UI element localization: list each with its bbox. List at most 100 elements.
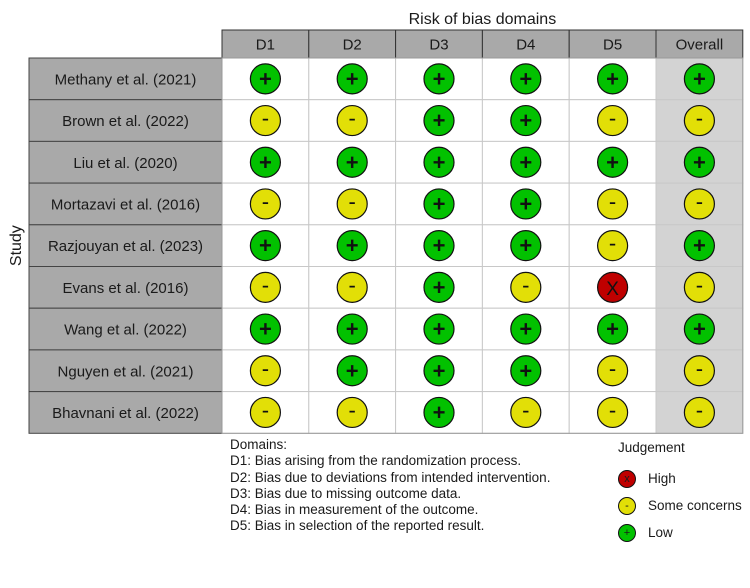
judgement-symbol: + xyxy=(346,66,359,91)
judgement-low-icon xyxy=(596,313,629,345)
judgement-some-icon xyxy=(510,271,542,303)
judgement-low-icon xyxy=(249,63,281,95)
judgement-symbol: + xyxy=(433,358,446,383)
column-header-d4: D4 xyxy=(516,37,535,54)
judgement-symbol: + xyxy=(693,317,706,342)
study-label-box xyxy=(28,182,223,226)
judgement-some-icon xyxy=(249,355,281,387)
judgement-low-icon xyxy=(336,63,368,95)
judgement-symbol: + xyxy=(259,233,272,258)
domain-d5: D5: Bias in selection of the reported re… xyxy=(230,518,485,534)
judgement-low-icon xyxy=(423,355,455,387)
judgement-low-icon xyxy=(683,63,716,95)
judgement-low-icon xyxy=(423,396,455,429)
judgement-symbol: - xyxy=(609,189,616,214)
legend-high-dot: x xyxy=(618,469,636,488)
judgement-low-icon xyxy=(510,188,542,220)
domain-d3: D3: Bias due to missing outcome data. xyxy=(230,485,462,501)
judgement-symbol: X xyxy=(606,279,619,300)
judgement-symbol: + xyxy=(259,317,272,342)
judgement-symbol: + xyxy=(346,150,359,175)
judgement-some-icon xyxy=(683,188,716,220)
legend-item-low: + Low xyxy=(618,519,742,546)
judgement-symbol: - xyxy=(349,106,356,131)
judgement-symbol: + xyxy=(693,233,706,258)
judgement-low-icon xyxy=(336,146,368,178)
judgement-symbol: + xyxy=(433,108,446,133)
judgement-symbol: + xyxy=(433,233,446,258)
judgement-symbol: - xyxy=(349,272,356,297)
risk-of-bias-chart: Risk of bias domains Study D1 D2 D3 D4 D5 Overa… xyxy=(8,11,744,434)
judgement-low-icon xyxy=(510,355,542,387)
judgement-symbol: - xyxy=(609,397,616,422)
judgement-symbol: - xyxy=(262,397,269,422)
domain-d2: D2: Bias due to deviations from intended… xyxy=(230,469,551,485)
judgement-low-icon xyxy=(423,230,455,262)
column-header-overall: Overall xyxy=(676,37,724,54)
judgement-low-icon xyxy=(510,63,542,95)
judgement-symbol: + xyxy=(606,317,619,342)
domains-footer: Domains: D1: Bias arising from the rando… xyxy=(230,437,550,535)
study-label: Liu et al. (2020) xyxy=(73,155,177,172)
judgement-high-icon xyxy=(596,271,629,303)
judgement-symbol: - xyxy=(609,231,616,256)
judgement-some-icon xyxy=(249,396,281,429)
judgement-symbol: - xyxy=(262,106,269,131)
judgement-legend: Judgement x High - Some concerns + Low xyxy=(618,440,742,546)
study-label: Bhavnani et al. (2022) xyxy=(52,405,199,422)
judgement-low-icon xyxy=(336,355,368,387)
judgement-symbol: - xyxy=(696,356,703,381)
judgement-symbol: + xyxy=(433,317,446,342)
legend-item-some-concerns: - Some concerns xyxy=(618,492,742,519)
judgement-low-icon xyxy=(336,230,368,262)
judgement-symbol: - xyxy=(609,106,616,131)
judgement-symbol: + xyxy=(519,108,532,133)
study-label-box xyxy=(28,266,223,309)
column-header-overall-box xyxy=(655,29,744,59)
legend-some-concerns-dot: - xyxy=(618,496,636,515)
judgement-symbol: + xyxy=(433,191,446,216)
column-header-d5: D5 xyxy=(603,37,622,54)
domain-d4: D4: Bias in measurement of the outcome. xyxy=(230,502,479,518)
study-label: Evans et al. (2016) xyxy=(63,280,189,297)
judgement-some-icon xyxy=(596,396,629,429)
judgement-symbol: + xyxy=(693,66,706,91)
column-header-d2-box xyxy=(308,29,397,59)
judgement-symbol: + xyxy=(606,150,619,175)
study-label: Methany et al. (2021) xyxy=(55,71,197,88)
judgement-low-icon xyxy=(249,146,281,178)
judgement-symbol: - xyxy=(262,272,269,297)
judgement-symbol: + xyxy=(519,191,532,216)
judgement-symbol: + xyxy=(433,66,446,91)
judgement-symbol: + xyxy=(519,66,532,91)
judgement-symbol: - xyxy=(696,397,703,422)
legend-title: Judgement xyxy=(618,440,685,455)
judgement-some-icon xyxy=(683,355,716,387)
judgement-symbol: - xyxy=(696,189,703,214)
y-axis-label: Study xyxy=(8,225,25,266)
judgement-symbol: - xyxy=(696,272,703,297)
column-header-d1: D1 xyxy=(256,37,275,54)
judgement-symbol: + xyxy=(519,150,532,175)
legend-item-high: x High xyxy=(618,465,742,492)
judgement-low-icon xyxy=(423,104,455,137)
judgement-some-icon xyxy=(510,396,542,429)
judgement-some-icon xyxy=(683,271,716,303)
legend-low-label: Low xyxy=(648,525,673,540)
judgement-symbol: + xyxy=(259,66,272,91)
study-label: Mortazavi et al. (2016) xyxy=(51,196,200,213)
judgement-symbol: - xyxy=(349,189,356,214)
judgement-symbol: - xyxy=(522,397,529,422)
judgement-some-icon xyxy=(249,104,281,137)
judgement-symbol: - xyxy=(349,397,356,422)
judgement-low-icon xyxy=(683,146,716,178)
judgement-low-icon xyxy=(423,271,455,303)
column-header-d2: D2 xyxy=(343,37,362,54)
judgement-low-icon xyxy=(510,104,542,137)
judgement-low-icon xyxy=(683,313,716,345)
study-label: Nguyen et al. (2021) xyxy=(58,363,194,380)
judgement-some-icon xyxy=(596,188,629,220)
judgement-symbol: - xyxy=(262,189,269,214)
judgement-low-icon xyxy=(249,230,281,262)
judgement-symbol: - xyxy=(522,272,529,297)
